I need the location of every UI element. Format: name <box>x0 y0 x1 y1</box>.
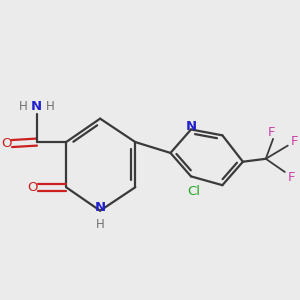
Text: N: N <box>31 100 42 112</box>
Text: Cl: Cl <box>188 184 200 197</box>
Text: H: H <box>46 100 54 112</box>
Text: O: O <box>27 181 38 194</box>
Text: F: F <box>290 135 298 148</box>
Text: N: N <box>94 201 106 214</box>
Text: O: O <box>1 137 11 150</box>
Text: H: H <box>19 100 28 112</box>
Text: F: F <box>268 126 275 139</box>
Text: H: H <box>96 218 104 231</box>
Text: F: F <box>287 171 295 184</box>
Text: N: N <box>185 120 197 133</box>
